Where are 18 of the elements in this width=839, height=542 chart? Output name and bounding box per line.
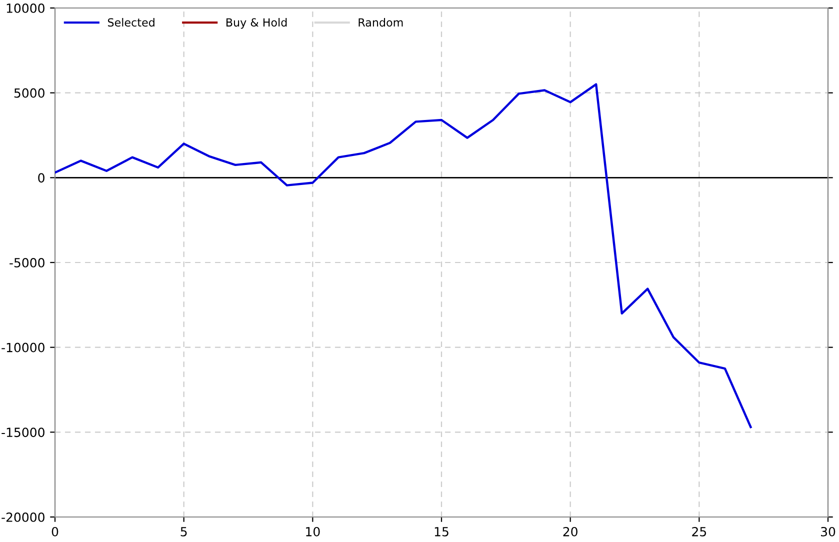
x-tick-label: 10	[306, 526, 320, 536]
x-tick-label: 20	[563, 526, 578, 536]
legend-label: Buy & Hold	[226, 18, 287, 29]
y-tick-label: -15000	[2, 428, 44, 438]
y-tick-label: -5000	[10, 258, 44, 268]
x-tick-label: 25	[692, 526, 706, 536]
y-tick-label: 10000	[6, 3, 44, 13]
y-tick-label: 5000	[14, 88, 44, 98]
x-tick-label: 0	[52, 526, 58, 536]
y-tick-label: -10000	[2, 342, 44, 352]
y-tick-label: 0	[38, 173, 44, 183]
y-tick-label: -20000	[2, 512, 44, 522]
legend-label: Selected	[108, 18, 154, 27]
x-tick-label: 5	[180, 527, 187, 536]
x-tick-label: 15	[434, 527, 448, 536]
legend-label: Random	[358, 18, 403, 27]
x-tick-label: 30	[821, 526, 836, 536]
line-series	[55, 83, 752, 428]
